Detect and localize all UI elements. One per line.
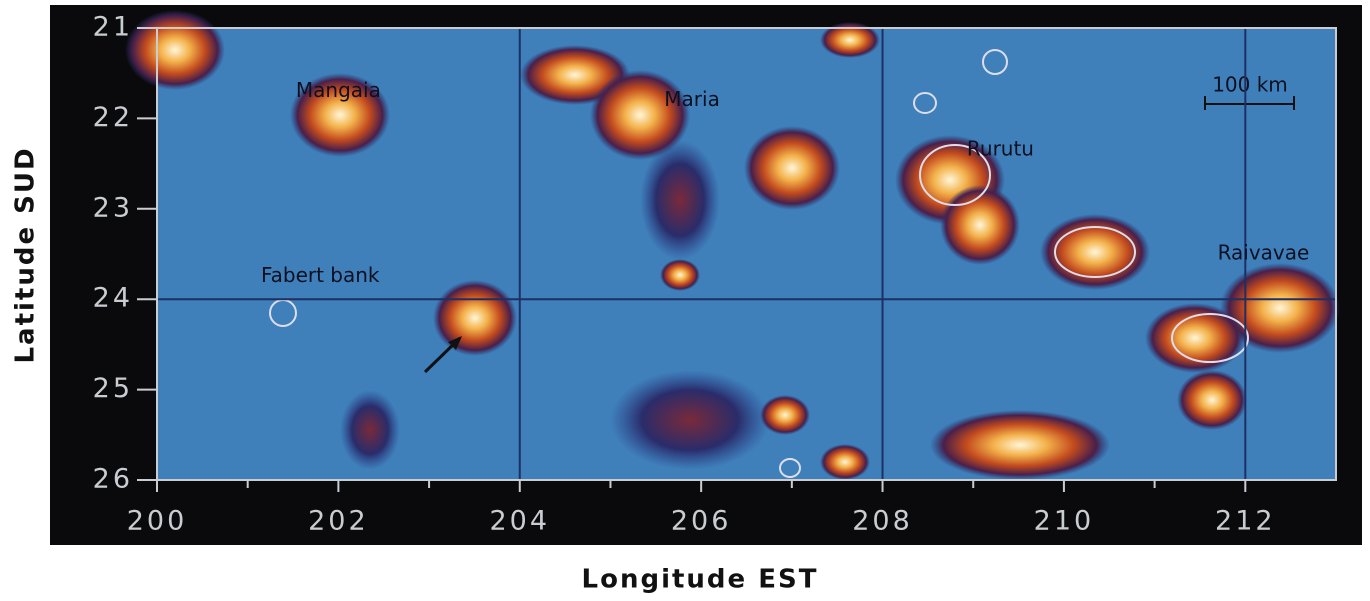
y-tick-label: 25 [93,373,133,404]
place-label: Mangaia [296,78,381,102]
x-tick-label: 204 [489,506,550,537]
x-tick-label: 202 [308,506,369,537]
y-tick-label: 24 [93,283,133,314]
x-tick-label: 212 [1215,506,1276,537]
x-tick-label: 210 [1034,506,1095,537]
y-tick-label: 23 [93,192,133,223]
scale-label: 100 km [1212,73,1288,97]
y-tick-label: 22 [93,102,133,133]
place-label: Maria [664,87,720,111]
y-axis-label: Latitude SUD [11,146,41,363]
place-label: Rurutu [967,137,1034,161]
x-tick-label: 200 [127,506,188,537]
scale-bar: 100 km [1205,73,1294,111]
y-tick-label: 26 [93,464,133,495]
place-label: Fabert bank [261,263,380,287]
figure: Longitude EST Latitude SUD 100 km 200 202… [0,0,1370,601]
y-tick-label: 21 [93,12,133,43]
x-axis-label: Longitude EST [582,565,819,595]
x-tick-label: 206 [671,506,732,537]
x-tick-label: 208 [852,506,913,537]
place-label: Raivavae [1218,241,1310,265]
